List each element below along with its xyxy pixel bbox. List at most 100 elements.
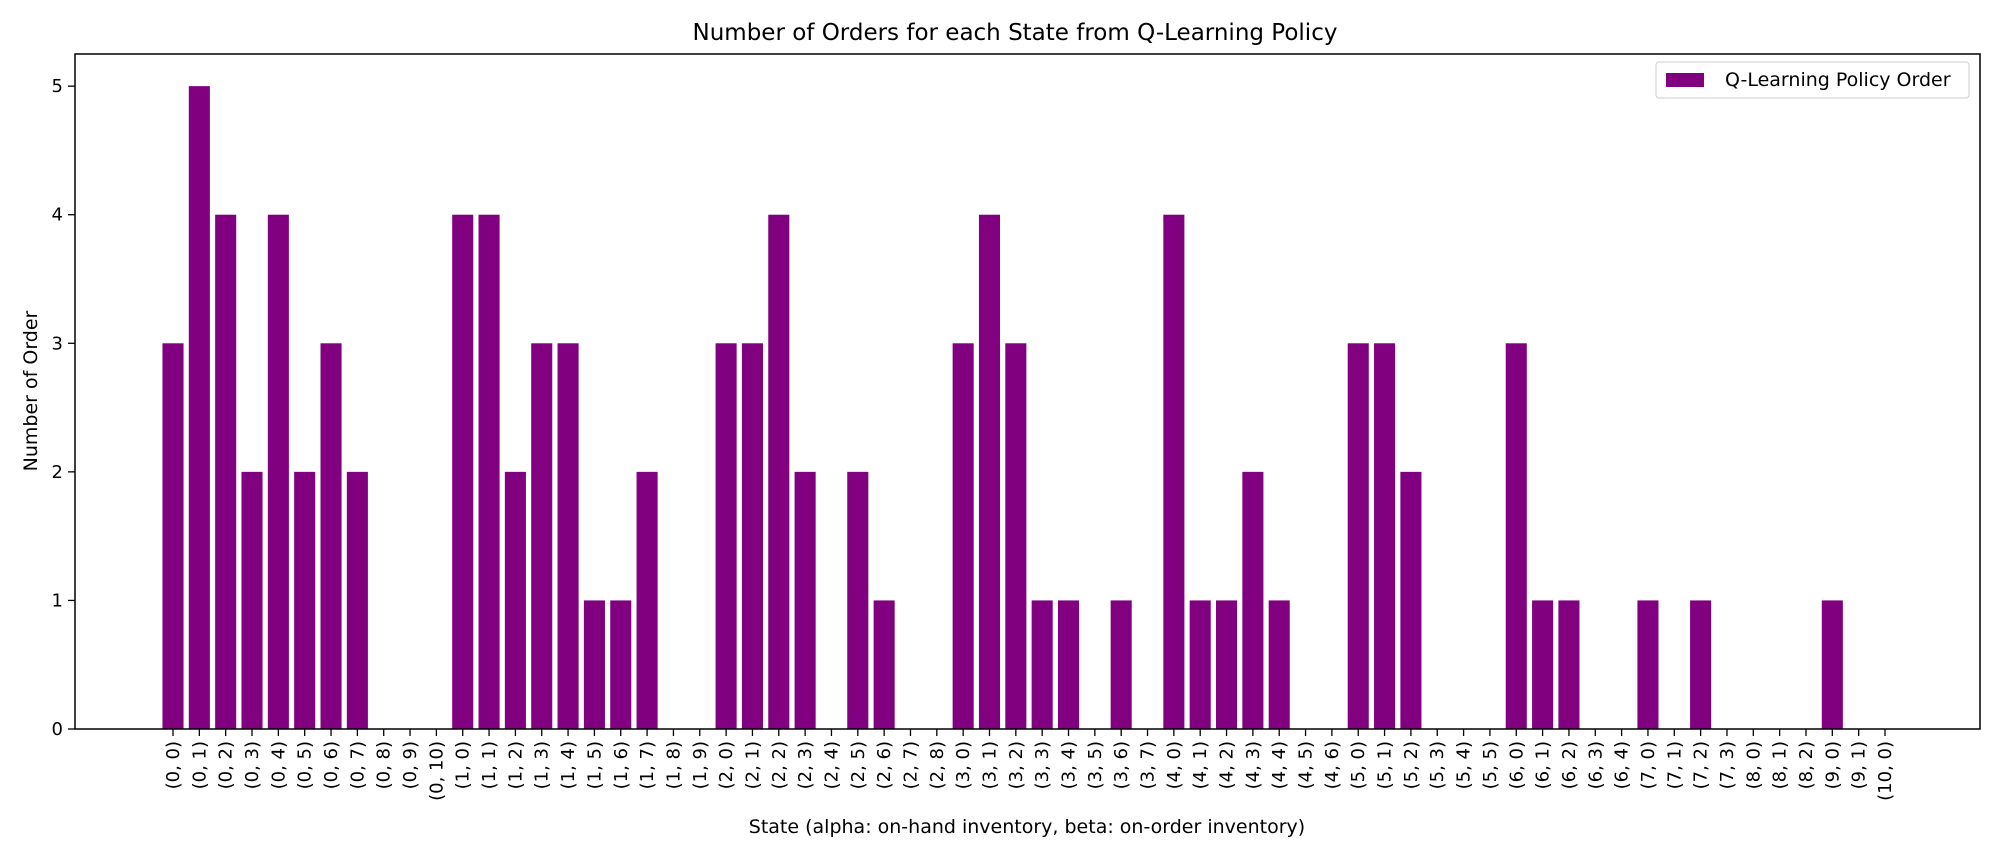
bar <box>346 471 368 729</box>
bar <box>1505 343 1527 729</box>
bar <box>715 343 737 729</box>
x-tick-label: (3, 3) <box>1032 741 1053 789</box>
x-tick-label: (7, 0) <box>1638 741 1659 789</box>
x-tick-label: (2, 2) <box>769 741 790 789</box>
bar <box>188 86 210 729</box>
x-tick-label: (0, 7) <box>347 741 368 789</box>
legend-box <box>1655 61 1970 99</box>
x-tick-label: (6, 3) <box>1585 741 1606 789</box>
x-axis-ticks: (0, 0) (0, 1) (0, 2) (0, 3) (0, 4) (0, 5) (0, … <box>163 729 1896 801</box>
bar <box>1216 600 1238 729</box>
bar <box>478 214 500 729</box>
x-tick-label: (5, 0) <box>1348 741 1369 789</box>
bar <box>1189 600 1211 729</box>
bar <box>873 600 895 729</box>
y-tick-label: 5 <box>52 76 63 97</box>
x-tick-label: (5, 4) <box>1454 741 1475 789</box>
y-axis-label: Number of Order <box>20 310 42 471</box>
bar <box>610 600 632 729</box>
x-tick-label: (5, 3) <box>1427 741 1448 789</box>
bar <box>794 471 816 729</box>
bar <box>1374 343 1396 729</box>
x-tick-label: (10, 0) <box>1875 741 1896 801</box>
bar <box>531 343 553 729</box>
x-tick-label: (0, 10) <box>426 741 447 801</box>
y-tick-label: 4 <box>52 205 63 226</box>
bar <box>1163 214 1185 729</box>
chart-title: Number of Orders for each State from Q-L… <box>693 20 1338 46</box>
x-tick-label: (1, 7) <box>637 741 658 789</box>
x-tick-label: (0, 5) <box>295 741 316 789</box>
y-tick-label: 3 <box>52 333 63 354</box>
x-tick-label: (2, 6) <box>874 741 895 789</box>
x-tick-label: (4, 0) <box>1164 741 1185 789</box>
x-tick-label: (3, 0) <box>953 741 974 789</box>
x-tick-label: (0, 1) <box>189 741 210 789</box>
bar <box>1637 600 1659 729</box>
x-tick-label: (6, 4) <box>1612 741 1633 789</box>
bar <box>741 343 763 729</box>
x-tick-label: (3, 4) <box>1059 741 1080 789</box>
bar <box>1057 600 1080 729</box>
x-tick-label: (5, 5) <box>1480 741 1501 789</box>
x-tick-label: (0, 8) <box>374 741 395 789</box>
x-tick-label: (2, 0) <box>716 741 737 789</box>
x-tick-label: (1, 5) <box>584 741 605 789</box>
bars-group <box>162 86 1843 729</box>
legend-swatch <box>1666 73 1704 87</box>
x-tick-label: (8, 2) <box>1796 741 1817 789</box>
bar <box>1532 600 1554 729</box>
bar <box>1005 343 1027 729</box>
x-tick-label: (8, 0) <box>1743 741 1764 789</box>
x-tick-label: (6, 0) <box>1506 741 1527 789</box>
bar <box>452 214 474 729</box>
x-tick-label: (1, 2) <box>505 741 526 789</box>
bar <box>1242 471 1264 729</box>
y-tick-label: 0 <box>52 719 63 740</box>
x-tick-label: (0, 0) <box>163 741 184 789</box>
x-tick-label: (7, 2) <box>1691 741 1712 789</box>
x-tick-label: (7, 1) <box>1664 741 1685 789</box>
bar <box>1347 343 1369 729</box>
bar <box>504 471 526 729</box>
bar <box>1110 600 1132 729</box>
x-tick-label: (5, 1) <box>1375 741 1396 789</box>
x-tick-label: (2, 8) <box>927 741 948 789</box>
x-tick-label: (2, 4) <box>821 741 842 789</box>
x-tick-label: (2, 1) <box>742 741 763 789</box>
x-tick-label: (1, 6) <box>611 741 632 789</box>
x-tick-label: (1, 3) <box>532 741 553 789</box>
bar <box>162 343 184 729</box>
bar <box>847 471 869 729</box>
bar <box>294 471 316 729</box>
bar <box>557 343 579 729</box>
bar <box>768 214 790 729</box>
legend-label: Q-Learning Policy Order <box>1725 69 1951 91</box>
x-tick-label: (2, 5) <box>848 741 869 789</box>
x-tick-label: (1, 8) <box>663 741 684 789</box>
x-tick-label: (4, 3) <box>1243 741 1264 789</box>
bar <box>583 600 605 729</box>
plot-frame <box>74 53 1981 730</box>
x-tick-label: (0, 6) <box>321 741 342 789</box>
x-tick-label: (3, 7) <box>1138 741 1159 789</box>
bar <box>978 214 1001 729</box>
x-tick-label: (4, 2) <box>1217 741 1238 789</box>
x-tick-label: (1, 9) <box>690 741 711 789</box>
x-tick-label: (4, 1) <box>1190 741 1211 789</box>
x-tick-label: (1, 4) <box>558 741 579 789</box>
x-tick-label: (7, 3) <box>1717 741 1738 789</box>
y-axis-ticks: 0 1 2 3 4 5 <box>52 76 75 740</box>
bar <box>241 471 263 729</box>
x-tick-label: (9, 0) <box>1822 741 1843 789</box>
legend: Q-Learning Policy Order <box>1655 61 1970 99</box>
x-tick-label: (0, 3) <box>242 741 263 789</box>
bar <box>1821 600 1843 729</box>
bar <box>1268 600 1290 729</box>
bar <box>1400 471 1422 729</box>
bar <box>636 471 658 729</box>
x-tick-label: (0, 9) <box>400 741 421 789</box>
y-tick-label: 2 <box>52 462 63 483</box>
x-axis-label: State (alpha: on-hand inventory, beta: o… <box>749 816 1305 838</box>
x-tick-label: (0, 4) <box>268 741 289 789</box>
